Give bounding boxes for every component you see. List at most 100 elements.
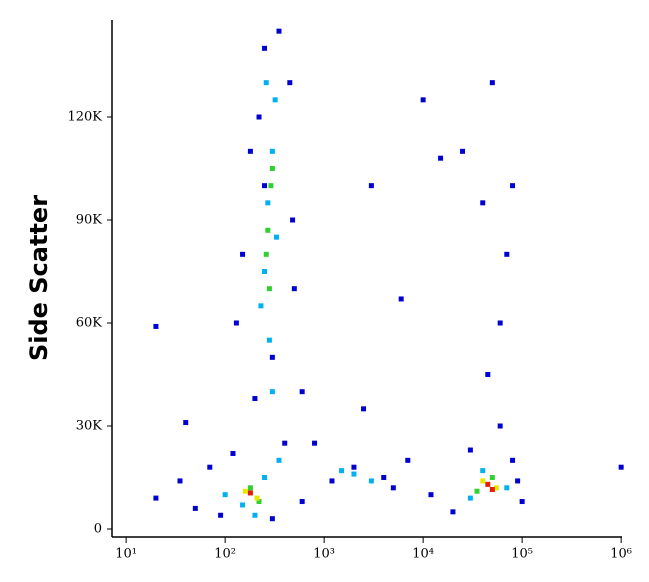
point <box>262 474 268 480</box>
point <box>230 450 236 456</box>
x-tick-label: 10⁴ <box>412 547 434 562</box>
point <box>233 320 239 326</box>
point <box>515 478 521 484</box>
y-axis-label: Side Scatter <box>25 195 53 361</box>
point <box>276 28 282 34</box>
point <box>268 183 274 189</box>
point <box>256 499 262 505</box>
point <box>222 492 228 498</box>
point <box>240 502 246 508</box>
point <box>428 492 434 498</box>
point <box>254 495 260 501</box>
point <box>269 389 275 395</box>
point <box>381 474 387 480</box>
point <box>153 495 159 501</box>
point <box>252 512 258 518</box>
point <box>262 183 268 189</box>
point <box>504 251 510 257</box>
point <box>192 505 198 511</box>
point <box>290 217 296 223</box>
point <box>519 499 525 505</box>
point <box>474 488 480 494</box>
point <box>247 490 253 496</box>
point <box>460 148 466 154</box>
y-tick-label: 60K <box>76 315 103 330</box>
x-tick-label: 10³ <box>313 547 335 562</box>
point <box>299 499 305 505</box>
point <box>497 423 503 429</box>
y-tick-label: 0 <box>94 522 102 537</box>
y-tick-label: 120K <box>67 109 102 124</box>
point <box>351 464 357 470</box>
point <box>269 148 275 154</box>
y-tick-label: 90K <box>76 212 103 227</box>
point <box>339 468 345 474</box>
point <box>291 286 297 292</box>
point <box>207 464 213 470</box>
point <box>420 97 426 103</box>
point <box>240 251 246 257</box>
point <box>273 234 279 240</box>
point <box>390 485 396 491</box>
point <box>269 516 275 522</box>
x-tick-label: 10² <box>214 547 236 562</box>
point <box>361 406 367 412</box>
point <box>485 481 491 487</box>
point <box>489 80 495 86</box>
point <box>266 337 272 343</box>
point <box>493 485 499 491</box>
point <box>467 495 473 501</box>
point <box>218 512 224 518</box>
point <box>262 268 268 274</box>
point <box>269 165 275 171</box>
y-tick-label: 30K <box>76 418 103 433</box>
point <box>247 485 253 491</box>
x-tick-label: 10⁶ <box>610 547 632 562</box>
point <box>177 478 183 484</box>
point <box>269 354 275 360</box>
point <box>618 464 624 470</box>
point <box>272 97 278 103</box>
point <box>489 474 495 480</box>
x-tick-label: 10⁵ <box>511 547 533 562</box>
point <box>368 478 374 484</box>
point <box>485 371 491 377</box>
point <box>480 468 486 474</box>
point <box>405 457 411 463</box>
point <box>263 251 269 257</box>
x-tick-label: 10¹ <box>115 547 137 562</box>
point <box>282 440 288 446</box>
point <box>489 487 495 493</box>
point <box>299 389 305 395</box>
point <box>287 80 293 86</box>
point <box>438 155 444 161</box>
point <box>262 45 268 51</box>
point <box>256 114 262 120</box>
point <box>467 447 473 453</box>
point <box>504 485 510 491</box>
point <box>510 457 516 463</box>
point <box>258 303 264 309</box>
point <box>265 227 271 233</box>
point <box>497 320 503 326</box>
point <box>450 509 456 515</box>
point <box>329 478 335 484</box>
point <box>480 200 486 206</box>
point <box>252 396 258 402</box>
point <box>368 183 374 189</box>
point <box>183 420 189 426</box>
point <box>510 183 516 189</box>
point <box>263 80 269 86</box>
point <box>153 323 159 329</box>
point <box>312 440 318 446</box>
point <box>276 457 282 463</box>
point <box>480 478 486 484</box>
point <box>247 148 253 154</box>
point <box>265 200 271 206</box>
point <box>398 296 404 302</box>
point <box>351 471 357 477</box>
point <box>242 488 248 494</box>
point <box>266 286 272 292</box>
